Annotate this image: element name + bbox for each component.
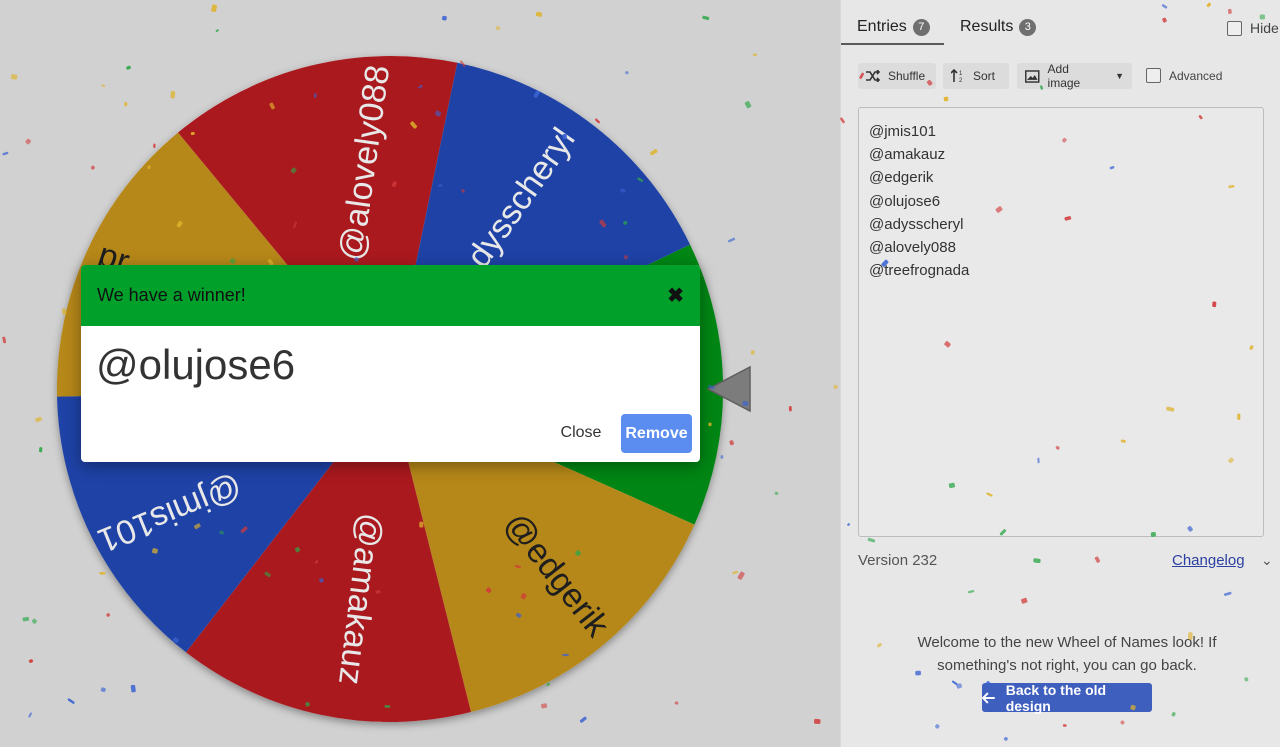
tab-entries[interactable]: Entries 7 [857,18,930,36]
sort-label: Sort [973,69,996,83]
hide-toggle[interactable]: Hide [1227,20,1279,36]
entries-count-badge: 7 [912,18,930,36]
back-to-old-design-label: Back to the old design [1005,681,1107,714]
version-text: Version 232 [858,552,938,569]
entry-line: @edgerik [869,169,934,187]
wheel-slice-red-bottom [186,389,471,723]
add-image-button[interactable]: Add image ▼ [1017,62,1132,90]
entry-line: @amakauz [869,146,946,164]
tab-entries-label: Entries [857,18,907,35]
chevron-down-icon[interactable]: ⌄ [1261,552,1273,568]
image-icon [1025,69,1040,83]
close-icon[interactable]: ✖ [667,285,684,307]
entry-line: @olujose6 [869,192,941,210]
winner-dialog: We have a winner! ✖ @olujose6 Close Remo… [81,265,700,462]
tab-results-label: Results [960,18,1014,35]
wheel[interactable]: @alovely088 dysscheryl @jmis101 @amakauz… [56,56,724,723]
entry-line: @jmis101 [869,123,936,140]
dialog-header: We have a winner! ✖ [81,265,700,326]
sort-icon: 1 2 [951,69,963,83]
advanced-checkbox[interactable] [1146,68,1161,83]
close-button[interactable]: Close [560,424,602,441]
advanced-label: Advanced [1169,68,1223,83]
entries-panel: Entries 7 Results 3 Hide Shuffle 1 2 Sor… [840,0,1280,747]
tab-results[interactable]: Results 3 [960,18,1037,36]
shuffle-button[interactable]: Shuffle [858,63,936,89]
back-to-old-design-button[interactable]: Back to the old design [982,681,1152,714]
add-image-label: Add image [1047,62,1081,90]
chevron-down-icon: ▼ [1115,71,1124,81]
welcome-message: Welcome to the new Wheel of Names look! … [917,634,1217,674]
entry-line: @treefrognada [869,262,970,280]
winner-name: @olujose6 [96,341,296,388]
changelog-link[interactable]: Changelog [1172,552,1245,569]
wheel-slice-yellow-bottom [390,389,695,712]
shuffle-label: Shuffle [888,69,926,83]
entry-line: @adysscheryl [869,215,964,233]
sort-button[interactable]: 1 2 Sort [943,63,1009,89]
svg-text:1: 1 [959,71,963,77]
dialog-title: We have a winner! [97,285,246,305]
entries-textarea[interactable]: @jmis101 @amakauz @edgerik @olujose6 @ad… [858,107,1264,537]
results-count-badge: 3 [1019,18,1037,36]
remove-button[interactable]: Remove [621,414,692,453]
svg-text:2: 2 [959,78,963,83]
triangle-pointer-icon [706,365,751,413]
hide-label: Hide [1250,20,1279,36]
advanced-toggle[interactable]: Advanced [1146,68,1222,83]
shuffle-icon [866,70,880,82]
entry-line: @alovely088 [869,239,956,257]
arrow-left-icon [982,691,995,704]
hide-checkbox[interactable] [1227,20,1242,36]
active-tab-indicator [841,43,944,45]
